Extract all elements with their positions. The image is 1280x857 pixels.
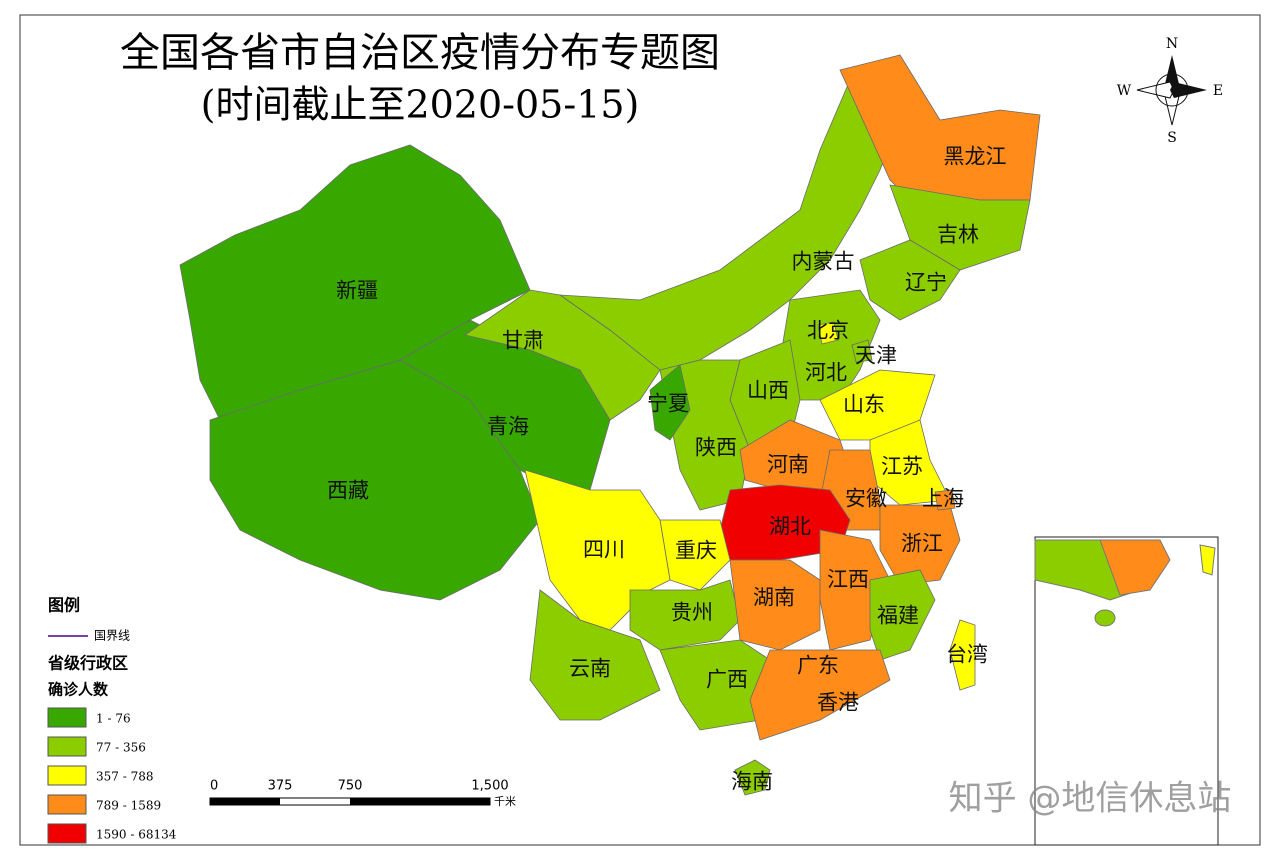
province-label: 甘肃	[502, 329, 544, 353]
province	[949, 619, 976, 691]
legend-swatch	[47, 736, 87, 757]
inset	[1034, 539, 1216, 627]
province	[649, 364, 691, 441]
province-label: 湖南	[753, 586, 795, 610]
scale-tick-label: 375	[268, 779, 293, 794]
province-label: 宁夏	[647, 392, 689, 416]
province	[934, 489, 956, 511]
watermark: 知乎 @地信休息站	[949, 779, 1232, 819]
province	[734, 759, 771, 796]
legend-label: 1590 - 68134	[96, 828, 177, 842]
map-subtitle: (时间截止至2020-05-15)	[201, 83, 640, 127]
scale-tick-label: 750	[338, 779, 363, 794]
border-label: 国界线	[94, 629, 130, 643]
province-label: 陕西	[695, 436, 737, 460]
scale-segment	[210, 798, 280, 805]
compass: N S E W	[1117, 36, 1223, 146]
province-label: 四川	[583, 538, 625, 562]
province-label: 河南	[767, 453, 809, 477]
legend-label: 357 - 788	[96, 770, 154, 784]
province-label: 台湾	[946, 643, 988, 667]
legend-label: 77 - 356	[96, 741, 146, 755]
legend-label: 1 - 76	[96, 712, 131, 726]
legend-swatch	[47, 707, 87, 728]
province	[629, 579, 741, 651]
legend-group: 省级行政区	[47, 654, 128, 673]
province-label: 贵州	[671, 601, 713, 625]
province-label: 重庆	[675, 539, 717, 563]
compass-s: S	[1167, 130, 1177, 146]
map-title: 全国各省市自治区疫情分布专题图	[120, 30, 720, 76]
province-label: 吉林	[937, 223, 979, 247]
province-label: 广东	[797, 654, 839, 678]
province-label: 广西	[706, 668, 748, 692]
province-label: 浙江	[901, 532, 943, 556]
province-label: 天津	[855, 344, 897, 368]
compass-n: N	[1166, 36, 1178, 52]
frame	[19, 14, 1261, 846]
province	[859, 239, 961, 321]
province	[817, 321, 839, 345]
province	[464, 289, 661, 421]
province-label: 江西	[827, 568, 869, 592]
province-label: 新疆	[336, 279, 378, 303]
inset-land	[1199, 544, 1216, 576]
inset-land	[1094, 609, 1116, 627]
legend-swatch	[47, 765, 87, 786]
scale-segment	[350, 798, 490, 805]
province-label: 福建	[877, 604, 919, 628]
province-label: 云南	[569, 657, 611, 681]
legend: 图例 国界线 省级行政区 确诊人数 1 - 76 77 - 356 357 - 78…	[47, 596, 177, 844]
province-label: 青海	[487, 415, 529, 439]
province	[749, 649, 891, 741]
province-label: 安徽	[845, 487, 887, 511]
province-label: 海南	[731, 770, 773, 794]
scale-tick-label: 1,500	[471, 779, 508, 794]
legend-swatch	[47, 794, 87, 815]
legend-label: 789 - 1589	[96, 799, 161, 813]
province-label: 河北	[805, 361, 847, 385]
legend-title: 图例	[48, 596, 80, 615]
compass-ring	[1155, 73, 1189, 107]
province-label: 西藏	[327, 479, 369, 503]
province	[851, 339, 873, 363]
province-label: 黑龙江	[944, 145, 1007, 169]
province-label: 上海	[922, 487, 964, 511]
provinces	[179, 54, 1041, 796]
province-label: 江苏	[881, 455, 923, 479]
province	[869, 569, 936, 661]
scale-unit: 千米	[494, 795, 516, 808]
province-label: 山东	[843, 393, 885, 417]
province	[529, 589, 661, 721]
inset-land	[1099, 539, 1171, 596]
province-label: 山西	[747, 379, 789, 403]
province-label: 辽宁	[905, 271, 947, 295]
compass-w: W	[1117, 83, 1132, 99]
province-label: 内蒙古	[792, 250, 855, 274]
province-label: 湖北	[769, 515, 811, 539]
legend-field: 确诊人数	[48, 681, 109, 699]
compass-e: E	[1213, 83, 1223, 99]
province-label: 香港	[817, 691, 859, 715]
scale-tick-label: 0	[210, 779, 218, 794]
province-label: 北京	[807, 319, 849, 343]
legend-swatch	[47, 823, 87, 844]
